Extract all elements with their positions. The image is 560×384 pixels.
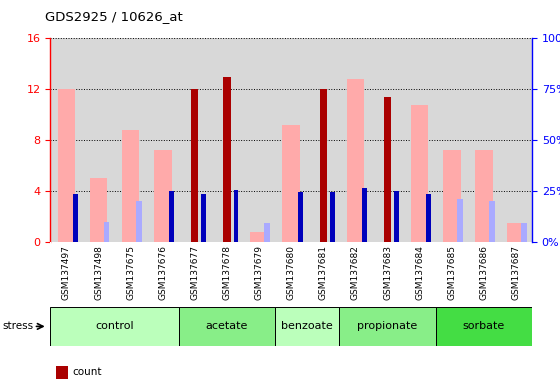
Text: benzoate: benzoate bbox=[281, 321, 333, 331]
Bar bbox=[521, 223, 527, 242]
Text: GSM137685: GSM137685 bbox=[447, 245, 456, 300]
Bar bbox=[339, 307, 436, 346]
Bar bbox=[264, 223, 270, 242]
Bar bbox=[250, 232, 268, 242]
Bar bbox=[90, 178, 108, 242]
Text: control: control bbox=[95, 321, 134, 331]
Bar bbox=[330, 192, 335, 242]
Bar bbox=[489, 201, 494, 242]
Bar bbox=[298, 192, 302, 242]
Bar bbox=[122, 130, 139, 242]
Text: GSM137677: GSM137677 bbox=[190, 245, 199, 300]
Bar bbox=[426, 194, 431, 242]
Bar bbox=[50, 307, 179, 346]
Text: GSM137682: GSM137682 bbox=[351, 245, 360, 300]
Bar bbox=[347, 79, 364, 242]
Text: stress: stress bbox=[3, 321, 34, 331]
Bar bbox=[223, 76, 231, 242]
Bar bbox=[443, 151, 460, 242]
Text: sorbate: sorbate bbox=[463, 321, 505, 331]
Bar bbox=[320, 89, 327, 242]
Bar bbox=[411, 104, 428, 242]
Text: GSM137686: GSM137686 bbox=[479, 245, 488, 300]
Text: GSM137679: GSM137679 bbox=[255, 245, 264, 300]
Text: count: count bbox=[73, 367, 102, 377]
Text: GSM137678: GSM137678 bbox=[222, 245, 231, 300]
Bar bbox=[394, 191, 399, 242]
Text: GSM137680: GSM137680 bbox=[287, 245, 296, 300]
Text: GSM137676: GSM137676 bbox=[158, 245, 167, 300]
Bar bbox=[104, 222, 109, 242]
Text: GDS2925 / 10626_at: GDS2925 / 10626_at bbox=[45, 10, 183, 23]
Text: GSM137498: GSM137498 bbox=[94, 245, 103, 300]
Bar bbox=[192, 89, 198, 242]
Bar bbox=[457, 199, 463, 242]
Bar bbox=[362, 189, 367, 242]
Bar bbox=[275, 307, 339, 346]
Text: GSM137497: GSM137497 bbox=[62, 245, 71, 300]
Bar bbox=[384, 97, 391, 242]
Bar bbox=[475, 151, 493, 242]
Text: GSM137675: GSM137675 bbox=[126, 245, 135, 300]
Text: GSM137687: GSM137687 bbox=[511, 245, 520, 300]
Bar bbox=[169, 191, 174, 242]
Text: GSM137681: GSM137681 bbox=[319, 245, 328, 300]
Bar bbox=[282, 125, 300, 242]
Bar bbox=[179, 307, 275, 346]
Bar bbox=[154, 151, 171, 242]
Text: acetate: acetate bbox=[206, 321, 248, 331]
Text: propionate: propionate bbox=[357, 321, 418, 331]
Bar bbox=[136, 201, 142, 242]
Bar bbox=[58, 89, 75, 242]
Bar bbox=[234, 190, 239, 242]
Bar bbox=[436, 307, 532, 346]
Bar bbox=[73, 194, 78, 242]
Bar bbox=[202, 194, 206, 242]
Bar bbox=[507, 223, 525, 242]
Text: GSM137683: GSM137683 bbox=[383, 245, 392, 300]
Text: GSM137684: GSM137684 bbox=[415, 245, 424, 300]
